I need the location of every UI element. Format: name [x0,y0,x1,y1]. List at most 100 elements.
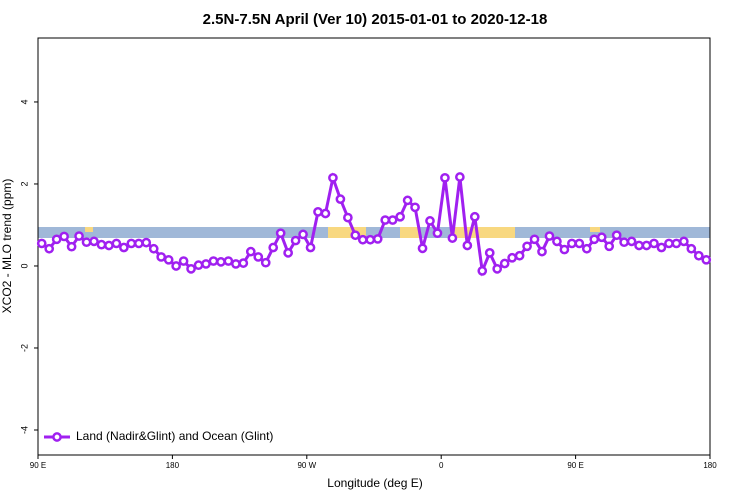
data-point [589,234,600,245]
data-point [664,238,674,249]
data-point [133,238,144,249]
data-point [268,242,279,253]
y-tick-label: 4 [19,99,29,104]
x-axis-label: Longitude (deg E) [327,476,422,490]
data-point [231,259,241,269]
data-point [507,252,517,263]
data-point [260,257,271,268]
data-point [552,236,562,247]
data-point [559,244,570,255]
data-point [245,246,256,257]
data-point [156,252,167,262]
data-point [574,238,585,249]
x-tick-label: 90 W [297,461,316,470]
data-point [298,229,308,240]
data-point [357,234,368,245]
data-point [216,257,226,267]
series-line [40,172,707,277]
data-point [455,172,465,182]
land-ocean-strip [38,227,710,238]
data-point [253,252,264,262]
x-tick-label: 90 E [567,461,583,470]
data-point [432,228,443,239]
data-point [290,235,301,246]
data-point [514,250,525,261]
data-point [649,238,659,249]
data-point [96,239,107,250]
data-point [634,240,644,251]
data-point [178,256,189,266]
data-point [275,228,286,239]
data-point [499,258,510,269]
y-tick-label: -2 [19,344,29,352]
data-point [283,248,293,258]
data-point [305,242,316,253]
data-point [313,207,323,217]
data-point [469,211,480,222]
data-point [141,237,152,248]
data-point [186,263,196,274]
data-point [410,202,420,213]
data-point [89,236,99,247]
data-point [417,243,428,254]
x-tick-label: 180 [166,461,180,470]
data-point [447,233,458,243]
data-point [193,260,204,271]
data-point [201,259,211,269]
data-point [74,231,84,241]
data-point [611,230,622,241]
data-point [671,238,682,249]
data-point [81,237,92,248]
x-tick-label: 180 [703,461,717,470]
data-point [537,246,547,257]
x-tick-label: 90 E [30,461,46,470]
data-point [171,261,181,271]
data-point [208,256,219,266]
x-tick-label: 0 [439,461,444,470]
data-point [567,238,577,249]
y-axis-label: XCO2 - MLO trend (ppm) [0,179,14,314]
data-point [36,238,47,249]
data-point [701,254,712,265]
data-point [343,212,353,223]
data-point [372,234,383,244]
data-point [679,236,689,247]
data-point [126,238,137,249]
y-tick-label: 2 [19,181,29,186]
data-point [66,241,77,252]
data-point [544,231,555,241]
data-point [440,172,450,183]
data-point [163,254,174,265]
data-point [522,241,532,252]
data-point [484,248,495,258]
data-point [238,258,249,268]
data-point [626,236,637,247]
data-point [581,243,592,254]
data-point [335,194,346,204]
data-point [365,234,376,245]
y-tick-label: -4 [19,426,29,434]
data-point [380,215,391,225]
data-point [320,208,331,219]
data-point [119,242,129,253]
data-point [402,195,413,206]
data-point [619,237,629,248]
data-point [604,241,615,252]
data-point [596,232,607,243]
data-point [51,234,62,245]
data-point [529,234,540,245]
data-point [104,240,114,251]
data-point [350,230,361,241]
data-point [462,240,473,251]
chart-title: 2.5N-7.5N April (Ver 10) 2015-01-01 to 2… [203,11,548,28]
data-point [686,243,697,254]
data-point [223,256,234,266]
data-point [59,231,69,242]
data-point [111,238,122,249]
data-point [44,243,55,254]
data-point [148,243,159,254]
legend-marker [52,432,62,442]
legend-label: Land (Nadir&Glint) and Ocean (Glint) [76,429,273,443]
y-tick-label: 0 [19,263,29,268]
